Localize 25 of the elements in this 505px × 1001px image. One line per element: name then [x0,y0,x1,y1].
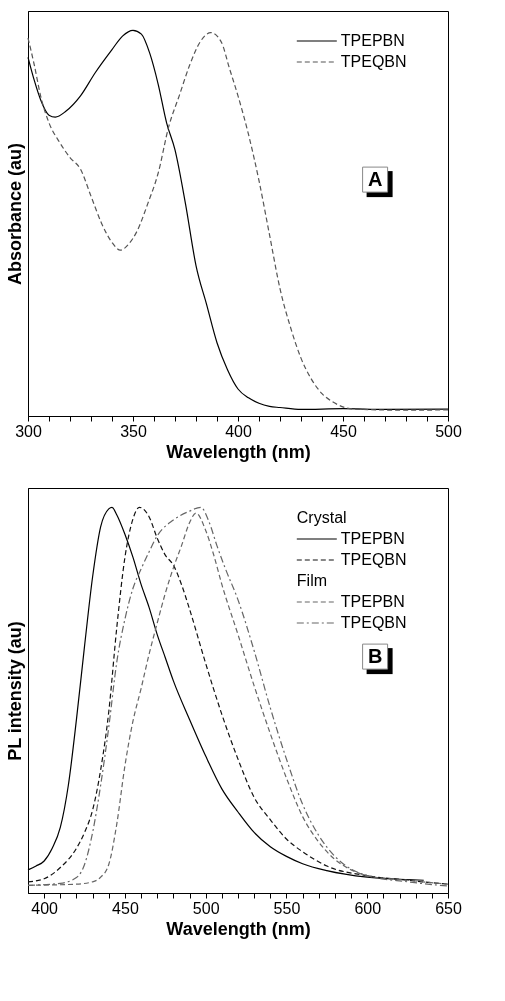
x-axis-title: Wavelength (nm) [166,918,311,939]
x-tick-label: 500 [192,899,220,917]
x-tick-label: 650 [435,899,462,917]
x-tick-label: 550 [273,899,301,917]
legend-label: TPEQBN [340,614,407,631]
x-tick-label: 600 [354,899,382,917]
annotation: Film [296,572,328,589]
annotation: A [367,167,383,190]
legend-label: TPEPBN [340,32,405,49]
legend-label: TPEPBN [340,530,405,547]
annotation: Crystal [296,509,347,526]
x-tick-label: 350 [120,422,147,440]
y-axis-title: Absorbance (au) [4,142,25,286]
legend-label: TPEQBN [340,551,407,568]
x-tick-label: 450 [330,422,357,440]
annotation: B [367,644,383,667]
legend-label: TPEPBN [340,593,405,610]
x-tick-label: 450 [112,899,139,917]
legend-label: TPEQBN [340,53,407,70]
x-axis-title: Wavelength (nm) [166,441,311,462]
y-axis-title: PL intensity (au) [4,621,25,761]
x-tick-label: 400 [225,422,252,440]
x-tick-label: 300 [15,422,42,440]
x-tick-label: 500 [435,422,462,440]
x-tick-label: 400 [31,899,59,917]
